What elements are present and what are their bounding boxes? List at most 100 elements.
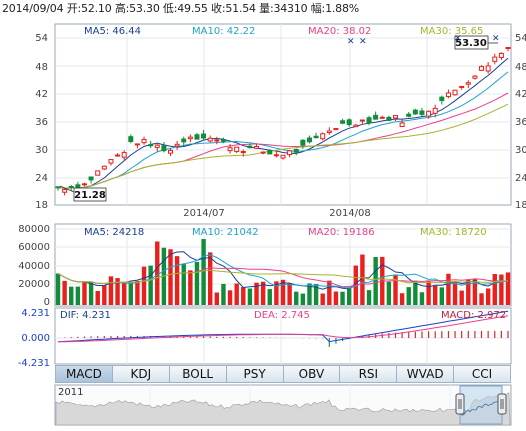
- candle-body[interactable]: [479, 66, 485, 71]
- candle-body[interactable]: [220, 139, 226, 142]
- tab-obv[interactable]: OBV: [284, 366, 341, 382]
- volume-bar: [399, 293, 405, 305]
- price-tick-right-24: 24: [515, 173, 526, 184]
- volume-tick-80000: 80000: [18, 224, 50, 235]
- volume-bar: [115, 278, 120, 305]
- candle-body[interactable]: [340, 120, 346, 124]
- candle-body[interactable]: [452, 89, 458, 96]
- candle-body[interactable]: [320, 133, 326, 140]
- candle-body[interactable]: [187, 136, 193, 140]
- candle-body[interactable]: [326, 130, 332, 133]
- candle-body[interactable]: [300, 139, 306, 146]
- candle-body[interactable]: [201, 133, 207, 139]
- candle-body[interactable]: [141, 138, 147, 144]
- volume-bar: [75, 286, 81, 305]
- candle-body[interactable]: [393, 115, 398, 119]
- candle-body[interactable]: [95, 170, 101, 176]
- candle-body[interactable]: [306, 137, 312, 143]
- candle-body[interactable]: [459, 85, 465, 88]
- x-label-2014-08: 2014/08: [329, 208, 371, 219]
- candle-body[interactable]: [366, 117, 372, 124]
- candle-body[interactable]: [234, 146, 240, 152]
- candle-body[interactable]: [406, 113, 412, 117]
- candle-body[interactable]: [62, 189, 68, 193]
- candle-body[interactable]: [101, 165, 107, 170]
- navigator-left-handle[interactable]: [455, 393, 465, 415]
- candle-body[interactable]: [88, 176, 94, 181]
- volume-bar: [499, 274, 504, 305]
- candle-body[interactable]: [426, 110, 432, 117]
- volume-bar: [386, 281, 392, 305]
- candle-body[interactable]: [154, 144, 160, 148]
- candle-body[interactable]: [313, 135, 319, 139]
- candle-body[interactable]: [273, 154, 279, 157]
- candle-body[interactable]: [379, 116, 385, 119]
- volume-bar: [227, 290, 233, 305]
- candle-body[interactable]: [432, 107, 438, 114]
- candle-body[interactable]: [240, 151, 246, 154]
- candle-body[interactable]: [498, 52, 504, 58]
- price-ma20-label: MA20: 38.02: [308, 26, 371, 37]
- candle-body[interactable]: [68, 186, 74, 189]
- candle-body[interactable]: [134, 143, 140, 146]
- candle-body[interactable]: [260, 151, 266, 154]
- price-ma5-label: MA5: 46.44: [84, 26, 141, 37]
- price-ma10-label: MA10: 42.22: [192, 26, 255, 37]
- candle-body[interactable]: [55, 186, 61, 189]
- candle-body[interactable]: [386, 116, 392, 121]
- candle-body[interactable]: [465, 82, 471, 85]
- candle-body[interactable]: [174, 143, 180, 147]
- candle-body[interactable]: [492, 56, 498, 62]
- candle-body[interactable]: [254, 146, 260, 149]
- candle-body[interactable]: [287, 150, 293, 156]
- candle-body[interactable]: [247, 145, 253, 149]
- volume-bar: [307, 283, 312, 305]
- candle-body[interactable]: [353, 124, 359, 128]
- close-value: 51.54: [225, 2, 256, 15]
- tab-rsi[interactable]: RSI: [340, 366, 398, 382]
- candle-body[interactable]: [445, 92, 451, 98]
- candlesticks[interactable]: [55, 46, 511, 196]
- candle-body[interactable]: [181, 138, 187, 143]
- candle-body[interactable]: [346, 119, 352, 126]
- tab-boll[interactable]: BOLL: [170, 366, 227, 382]
- tab-kdj[interactable]: KDJ: [113, 366, 170, 382]
- candle-body[interactable]: [148, 144, 154, 147]
- candle-body[interactable]: [359, 119, 365, 122]
- candle-body[interactable]: [419, 110, 425, 115]
- candle-body[interactable]: [267, 149, 273, 155]
- candle-body[interactable]: [472, 75, 478, 79]
- candle-body[interactable]: [115, 154, 121, 157]
- candle-body[interactable]: [485, 65, 491, 72]
- candle-body[interactable]: [293, 148, 299, 153]
- candle-body[interactable]: [227, 147, 233, 152]
- navigator-selection[interactable]: [459, 385, 503, 425]
- volume-tick-60000: 60000: [18, 242, 50, 253]
- candle-body[interactable]: [194, 134, 200, 140]
- tab-cci[interactable]: CCI: [471, 367, 493, 381]
- navigator-right-handle[interactable]: [497, 393, 507, 415]
- candle-body[interactable]: [505, 46, 511, 49]
- tab-psy[interactable]: PSY: [227, 366, 284, 382]
- candle-body[interactable]: [168, 149, 173, 154]
- candle-body[interactable]: [439, 96, 445, 102]
- candle-body[interactable]: [214, 139, 220, 142]
- candle-body[interactable]: [207, 137, 213, 142]
- candle-body[interactable]: [399, 122, 405, 127]
- candle-body[interactable]: [108, 159, 114, 164]
- candle-body[interactable]: [128, 136, 134, 143]
- candle-body[interactable]: [373, 114, 379, 120]
- tab-wvad[interactable]: WVAD: [397, 366, 455, 382]
- candle-body[interactable]: [412, 109, 418, 115]
- volume-bar: [69, 286, 74, 305]
- volume-bar: [459, 290, 464, 305]
- candle-body[interactable]: [161, 145, 167, 152]
- candle-body[interactable]: [81, 183, 87, 186]
- tab-macd[interactable]: MACD: [56, 366, 113, 382]
- candle-body[interactable]: [280, 154, 286, 159]
- candle-body[interactable]: [121, 152, 127, 158]
- volume-tick-40000: 40000: [18, 261, 50, 272]
- candle-body[interactable]: [333, 128, 339, 131]
- volume-bar: [108, 276, 114, 305]
